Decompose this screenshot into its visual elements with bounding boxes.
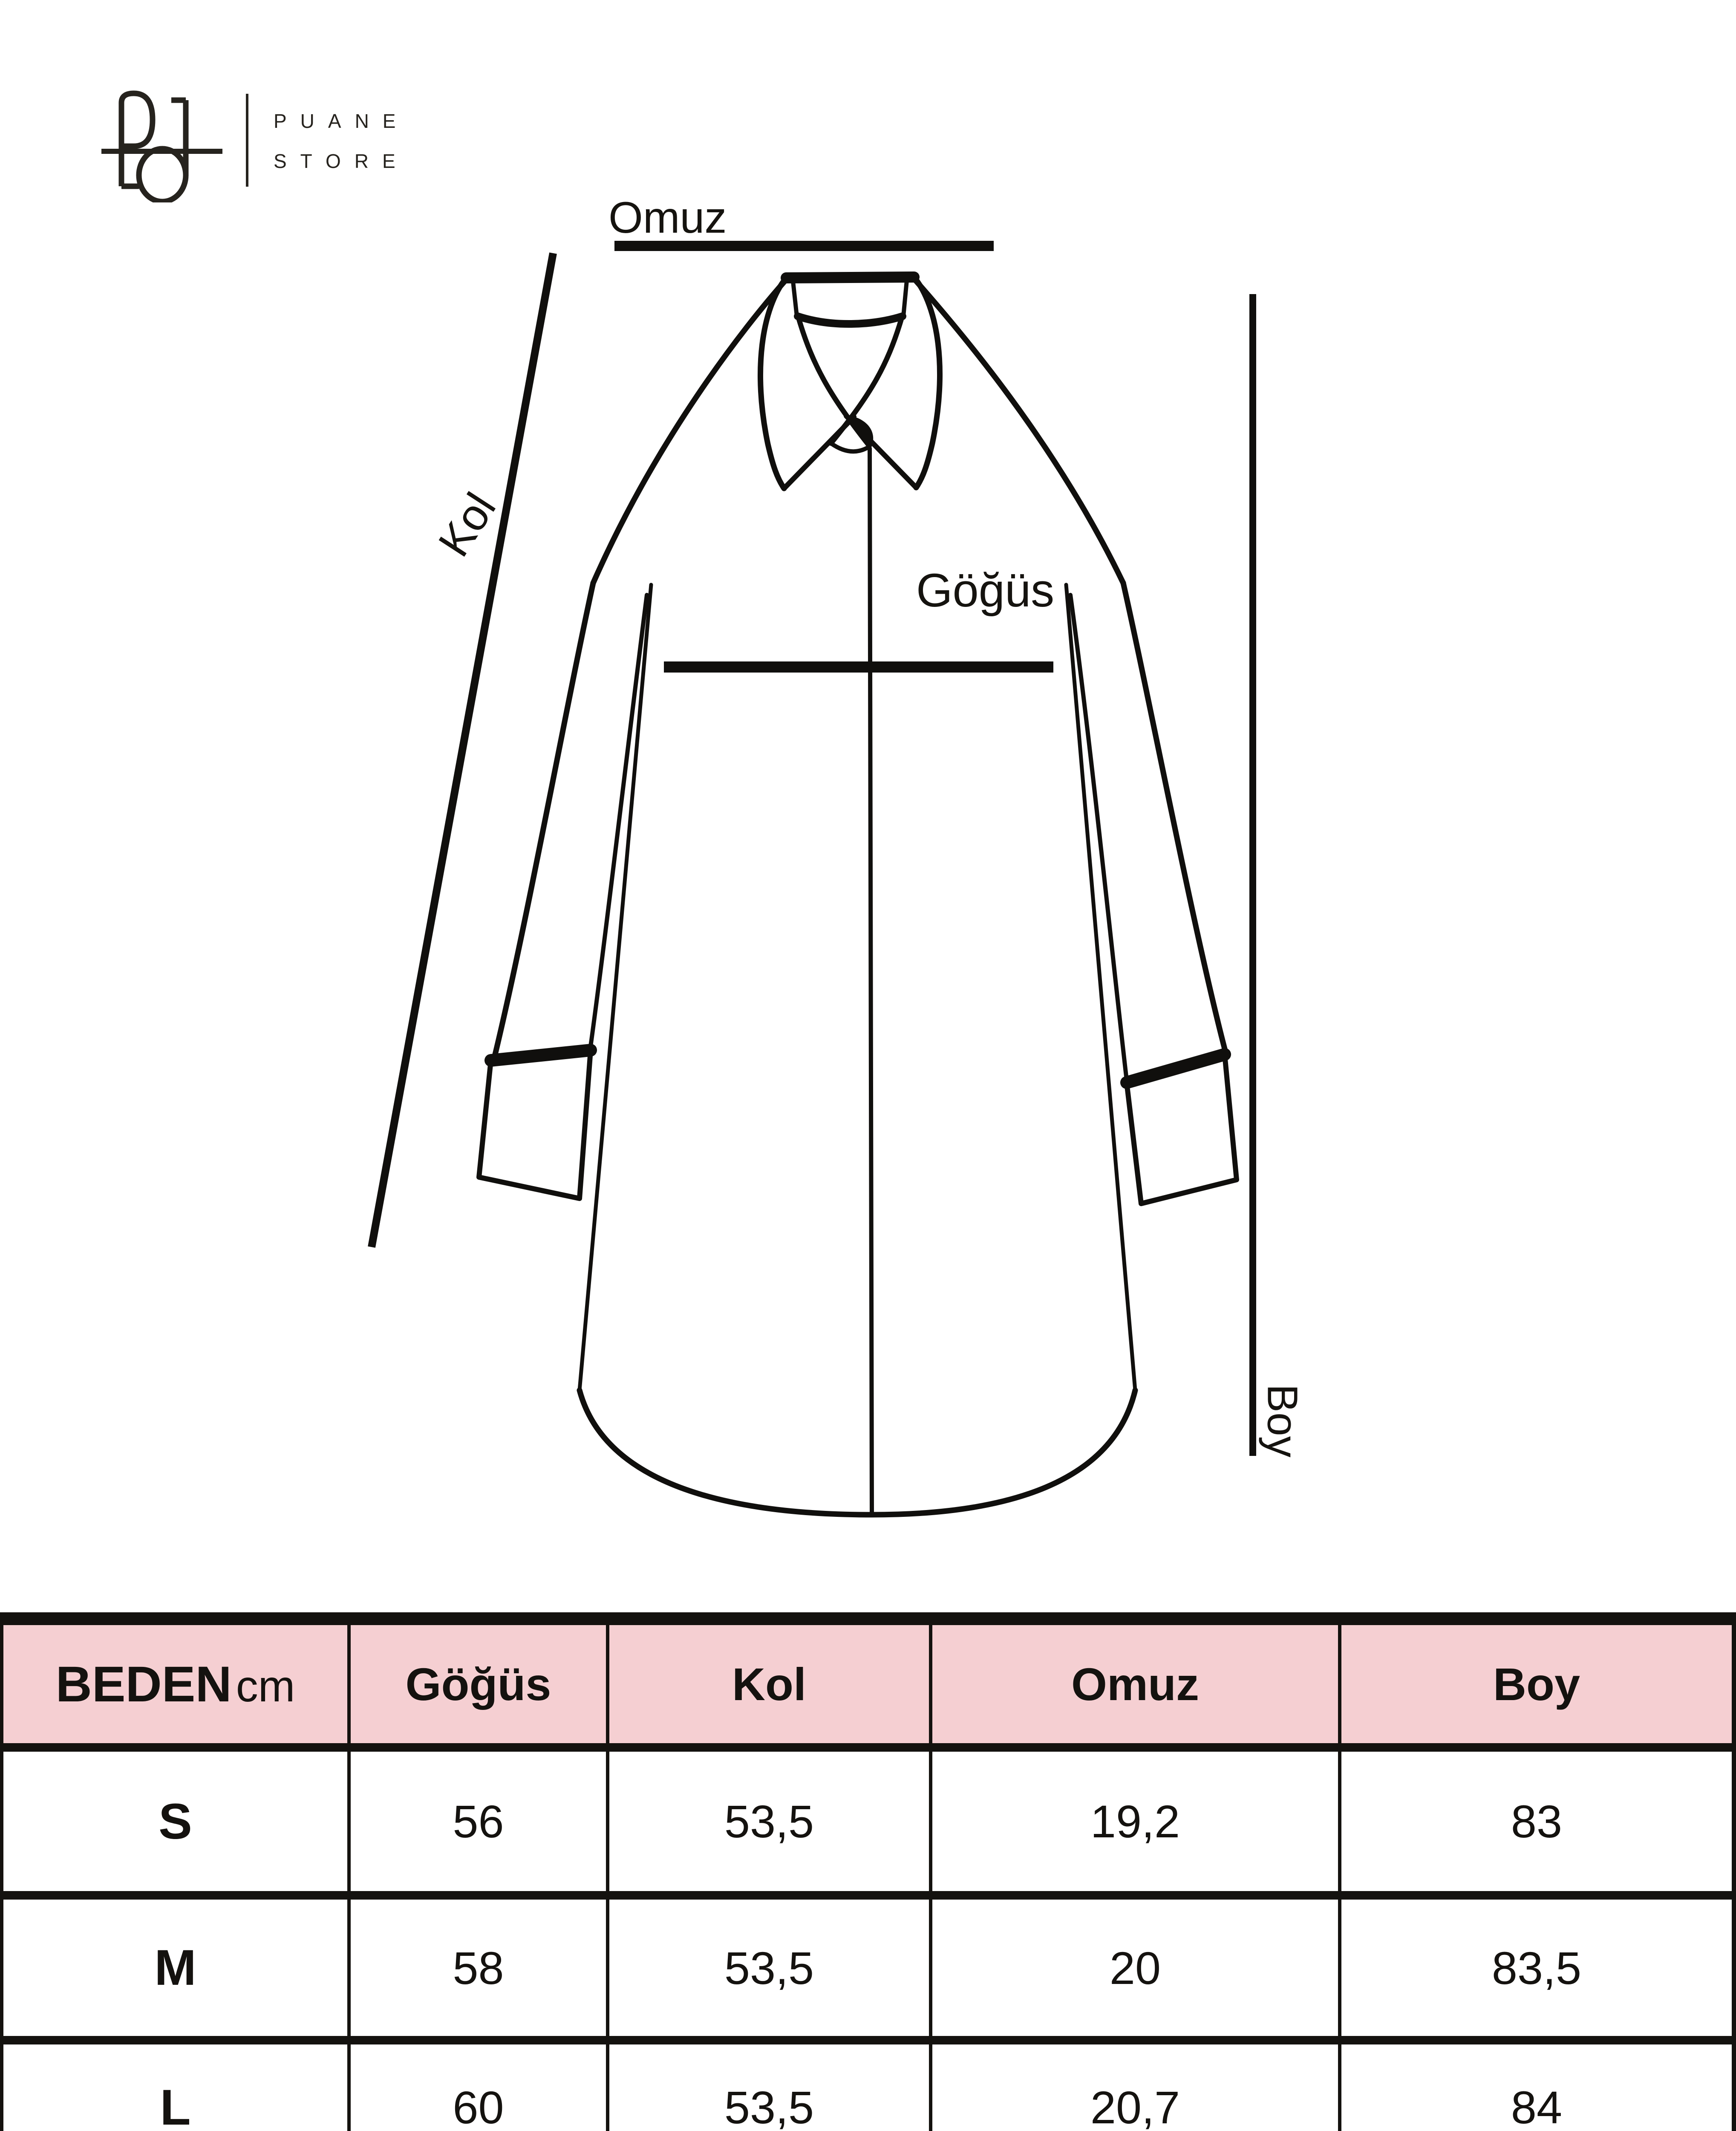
cell-size: S [3,1752,351,1891]
size-table: BEDEN cm Göğüs Kol Omuz Boy S 56 53,5 19… [0,1612,1736,2131]
header-sleeve-label: Kol [732,1658,806,1710]
cell-length: 83 [1341,1752,1732,1891]
cell-shoulder: 20 [932,1900,1341,2036]
cell-shoulder: 20,7 [932,2044,1341,2131]
table-row-size-l: L 60 53,5 20,7 84 [3,2036,1732,2131]
brand-name-line1: PUANE [274,110,409,132]
length-value: 84 [1511,2082,1563,2131]
table-row-size-s: S 56 53,5 19,2 83 [3,1743,1732,1891]
cell-length: 83,5 [1341,1900,1732,2036]
sleeve-value: 53,5 [724,1796,814,1847]
sleeve-value: 53,5 [724,1942,814,1994]
shoulder-value: 20,7 [1090,2082,1180,2131]
length-value: 83,5 [1491,1942,1582,1994]
cell-length: 84 [1341,2044,1732,2131]
cell-size: L [3,2044,351,2131]
length-label: Boy [1258,1384,1306,1458]
header-size-unit: cm [236,1661,295,1711]
brand-name-line2: STORE [274,150,409,172]
chest-value: 60 [453,2082,504,2131]
sleeve-value: 53,5 [724,2082,814,2131]
cell-sleeve: 53,5 [609,1752,932,1891]
header-cell-chest: Göğüs [351,1625,609,1743]
cell-sleeve: 53,5 [609,1900,932,2036]
brand-divider [246,94,248,187]
header-chest-label: Göğüs [405,1658,551,1710]
shoulder-label: Omuz [608,193,727,243]
header-length-label: Boy [1493,1658,1580,1710]
cell-shoulder: 19,2 [932,1752,1341,1891]
size-value: S [159,1793,192,1850]
cell-chest: 60 [351,2044,609,2131]
size-value: L [160,2079,191,2131]
sleeve-measure-line [368,252,557,1248]
header-size-label: BEDEN [55,1656,232,1712]
table-row-size-m: M 58 53,5 20 83,5 [3,1891,1732,2036]
header-shoulder-label: Omuz [1071,1658,1199,1710]
cell-chest: 58 [351,1900,609,2036]
header-cell-size: BEDEN cm [3,1625,351,1743]
shoulder-value: 19,2 [1090,1796,1180,1847]
cell-size: M [3,1900,351,2036]
size-value: M [154,1940,196,1996]
header-cell-shoulder: Omuz [932,1625,1341,1743]
size-table-header-row: BEDEN cm Göğüs Kol Omuz Boy [3,1625,1732,1743]
brand-monogram-icon [101,90,222,202]
cell-sleeve: 53,5 [609,2044,932,2131]
chest-value: 56 [453,1796,504,1847]
brand-header: PUANE STORE [98,87,567,202]
cell-chest: 56 [351,1752,609,1891]
header-cell-length: Boy [1341,1625,1732,1743]
chest-value: 58 [453,1942,504,1994]
chest-label: Göğüs [916,564,1055,617]
shoulder-value: 20 [1109,1942,1161,1994]
length-value: 83 [1511,1796,1563,1847]
header-cell-sleeve: Kol [609,1625,932,1743]
